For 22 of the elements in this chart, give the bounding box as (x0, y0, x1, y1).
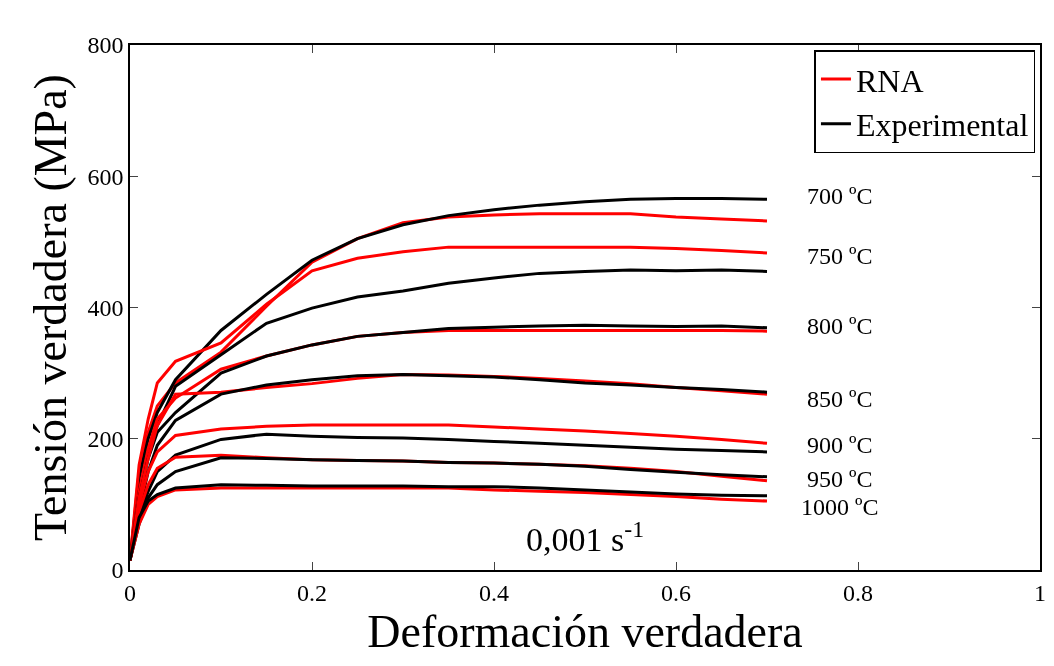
annotation: 950 ºC (807, 466, 873, 492)
x-tick-label: 0.6 (661, 579, 691, 606)
y-tick-label: 600 (87, 163, 124, 190)
annotation: 1000 ºC (801, 494, 879, 520)
annotation: 750 ºC (807, 243, 873, 269)
y-tick-label: 800 (87, 32, 124, 59)
x-tick-label: 0.2 (297, 579, 327, 606)
x-tick-label: 1 (1034, 579, 1046, 606)
x-tick-label: 0.4 (479, 579, 509, 606)
annotation: 700 ºC (807, 183, 873, 209)
y-tick-label: 200 (87, 426, 124, 453)
y-tick-label: 0 (111, 557, 124, 584)
annotation: 850 ºC (807, 386, 873, 412)
annotation: 800 ºC (807, 313, 873, 339)
annotation: 900 ºC (807, 432, 873, 458)
x-axis-title: Deformación verdadera (367, 605, 803, 657)
legend-label: RNA (855, 62, 924, 99)
x-tick-label: 0.8 (843, 579, 873, 606)
legend-label: Experimental (855, 107, 1029, 144)
annotation: 0,001 s$^{-1}$ (526, 516, 645, 559)
y-axis-title: Tensión verdadera (MPa) (25, 74, 77, 541)
y-tick-label: 400 (87, 294, 124, 321)
